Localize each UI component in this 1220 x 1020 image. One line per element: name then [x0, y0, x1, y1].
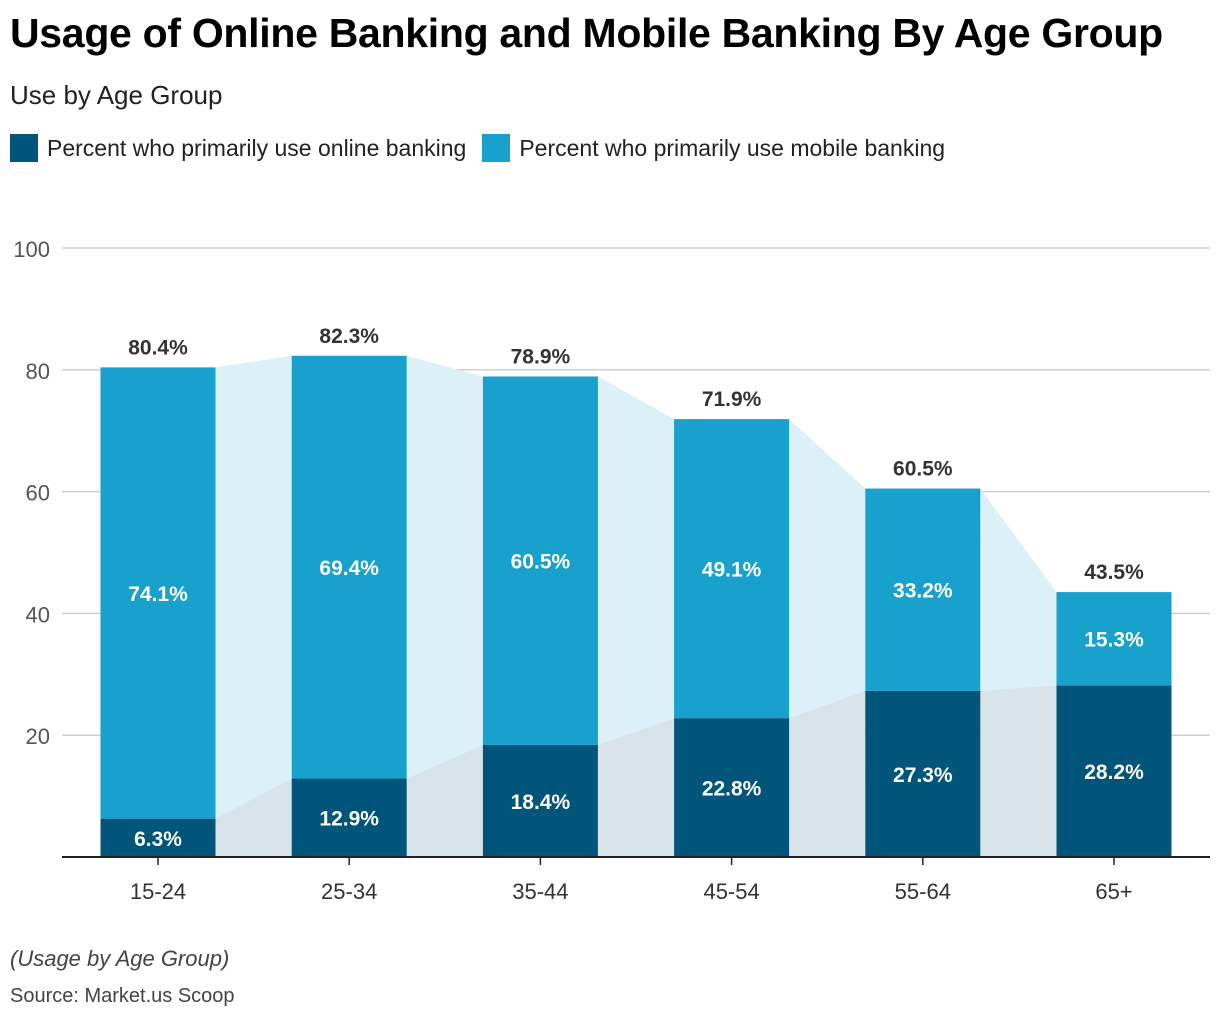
connector-area-online [789, 690, 866, 857]
legend-label-online: Percent who primarily use online banking [47, 134, 467, 161]
bar-online [482, 744, 598, 857]
connector-area-mobile [789, 419, 866, 719]
x-tick-label: 45-54 [703, 879, 759, 904]
legend-item-online: Percent who primarily use online banking [10, 134, 466, 162]
data-label-mobile: 49.1% [702, 559, 762, 582]
data-label-online: 22.8% [702, 778, 762, 801]
data-label-total: 78.9% [511, 345, 571, 368]
y-tick-label: 40 [26, 602, 50, 627]
data-label-total: 80.4% [128, 336, 188, 359]
data-label-total: 71.9% [702, 388, 762, 411]
bar-online [291, 778, 407, 857]
data-label-online: 27.3% [893, 764, 953, 787]
data-label-online: 6.3% [134, 828, 182, 851]
y-tick-label: 80 [26, 359, 50, 384]
bar-mobile [100, 367, 216, 819]
bar-mobile [291, 355, 407, 779]
data-label-total: 60.5% [893, 458, 953, 481]
x-tick-label: 15-24 [130, 879, 186, 904]
connector-area-online [406, 744, 483, 857]
connector-area-online [597, 718, 675, 857]
data-label-mobile: 74.1% [128, 583, 188, 606]
bar-mobile [482, 376, 598, 745]
legend-label-mobile: Percent who primarily use mobile banking [519, 134, 946, 161]
data-label-mobile: 15.3% [1084, 629, 1144, 652]
x-tick-label: 35-44 [512, 879, 568, 904]
data-label-online: 12.9% [319, 808, 379, 831]
bar-mobile [1056, 592, 1172, 686]
bar-mobile [674, 419, 790, 719]
legend: Percent who primarily use online banking… [10, 134, 961, 162]
legend-swatch-online [10, 134, 38, 162]
data-label-mobile: 60.5% [511, 551, 571, 574]
legend-swatch-mobile [482, 134, 511, 162]
y-tick-label: 100 [13, 237, 50, 262]
connector-area-online [980, 685, 1057, 857]
chart-source: Source: Market.us Scoop [10, 985, 235, 1007]
data-label-mobile: 69.4% [319, 557, 379, 580]
connector-area-mobile [215, 355, 292, 819]
data-label-online: 28.2% [1084, 761, 1144, 784]
connector-area-online [215, 778, 292, 857]
legend-item-mobile: Percent who primarily use mobile banking [482, 134, 945, 162]
data-label-mobile: 33.2% [893, 580, 953, 603]
bar-online [100, 818, 216, 857]
chart-note: (Usage by Age Group) [10, 946, 230, 971]
bar-online [674, 718, 790, 857]
connector-area-mobile [406, 355, 483, 779]
data-label-total: 43.5% [1084, 561, 1144, 584]
connector-area-mobile [980, 488, 1057, 691]
chart-subtitle: Use by Age Group [10, 80, 223, 110]
data-label-total: 82.3% [319, 325, 379, 348]
chart-title: Usage of Online Banking and Mobile Banki… [10, 10, 1163, 56]
bar-online [1056, 685, 1172, 857]
x-tick-label: 65+ [1095, 879, 1132, 904]
y-tick-label: 60 [26, 481, 50, 506]
bar-mobile [865, 488, 981, 691]
data-label-online: 18.4% [511, 791, 571, 814]
connector-area-mobile [597, 376, 675, 745]
x-tick-label: 25-34 [321, 879, 377, 904]
x-tick-label: 55-64 [895, 879, 951, 904]
bar-online [865, 690, 981, 857]
y-tick-label: 20 [26, 724, 50, 749]
